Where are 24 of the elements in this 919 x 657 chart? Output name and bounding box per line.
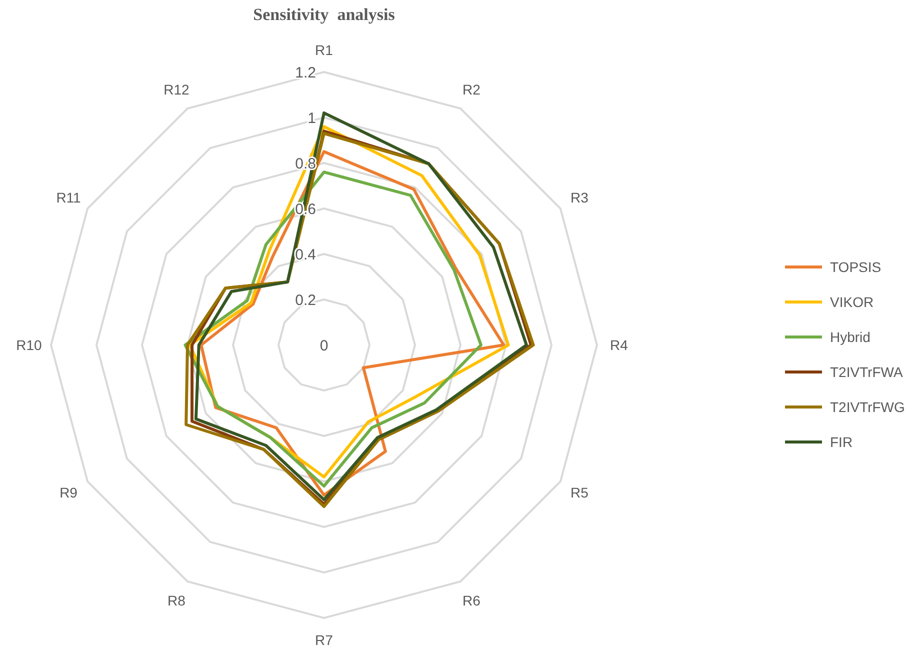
spoke-label: R11 — [56, 189, 82, 206]
spoke-label: R4 — [610, 336, 628, 353]
legend-label: Hybrid — [830, 328, 870, 345]
spoke-label: R3 — [570, 189, 589, 206]
legend-label: VIKOR — [830, 294, 874, 310]
y-tick-label: 1.2 — [295, 64, 316, 82]
spoke-label: R2 — [462, 81, 481, 98]
legend-label: FIR — [830, 434, 853, 450]
y-tick-label: 1 — [308, 110, 316, 127]
y-tick-label: 0.2 — [295, 292, 316, 309]
spoke-label: R7 — [315, 632, 334, 648]
y-tick-label: 0.4 — [295, 246, 316, 264]
spoke-label: R8 — [168, 592, 186, 608]
spoke-label: R5 — [570, 484, 589, 500]
legend-label: TOPSIS — [830, 258, 882, 275]
spoke-label: R10 — [16, 336, 42, 353]
spoke-label: R9 — [60, 484, 78, 500]
spoke-label: R12 — [164, 81, 190, 98]
legend-label: T2IVTrFWA — [830, 364, 904, 380]
chart-title: Sensitivity analysis — [253, 5, 396, 24]
spoke-label: R6 — [462, 592, 481, 608]
y-tick-label: 0 — [320, 337, 328, 354]
legend-label: T2IVTrFWG — [830, 398, 905, 415]
spoke-label: R1 — [315, 42, 334, 58]
